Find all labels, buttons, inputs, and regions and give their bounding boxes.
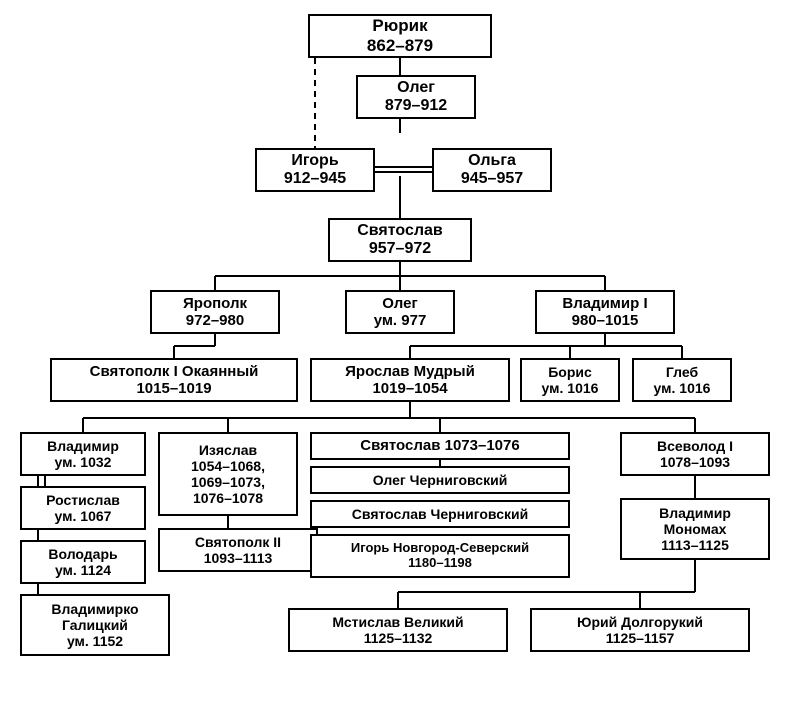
tree-node-boris: Борисум. 1016 bbox=[520, 358, 620, 402]
tree-node-yaroslav: Ярослав Мудрый1019–1054 bbox=[310, 358, 510, 402]
node-dates: 1019–1054 bbox=[372, 380, 447, 397]
node-name: Владимир Мономах bbox=[659, 505, 731, 537]
node-name: Изяслав bbox=[199, 442, 257, 458]
node-name: Борис bbox=[548, 364, 592, 380]
tree-node-igor: Игорь912–945 bbox=[255, 148, 375, 192]
tree-node-rurik: Рюрик862–879 bbox=[308, 14, 492, 58]
node-dates: 879–912 bbox=[385, 97, 447, 115]
node-name: Святослав 1073–1076 bbox=[360, 437, 519, 454]
tree-node-rostislav: Ростиславум. 1067 bbox=[20, 486, 146, 530]
node-name: Мстислав Великий bbox=[332, 614, 463, 630]
node-dates: 1093–1113 bbox=[204, 550, 273, 566]
tree-node-gleb: Глебум. 1016 bbox=[632, 358, 732, 402]
node-name: Глеб bbox=[666, 364, 698, 380]
tree-node-vladimirko: Владимирко Галицкийум. 1152 bbox=[20, 594, 170, 656]
node-name: Олег bbox=[397, 79, 435, 97]
node-dates: ум. 1124 bbox=[55, 562, 111, 578]
node-name: Святополк I Окаянный bbox=[90, 363, 259, 380]
node-name: Олег Черниговский bbox=[373, 472, 508, 488]
node-dates: ум. 1016 bbox=[542, 380, 599, 396]
node-dates: 972–980 bbox=[186, 312, 244, 329]
node-dates: 1015–1019 bbox=[136, 380, 211, 397]
tree-node-svyatopolk2: Святополк II1093–1113 bbox=[158, 528, 318, 572]
node-dates: 1078–1093 bbox=[660, 454, 730, 470]
tree-node-svyatoslav2: Святослав 1073–1076 bbox=[310, 432, 570, 460]
tree-node-vladimir2: Владимирум. 1032 bbox=[20, 432, 146, 476]
tree-node-oleg2: Олегум. 977 bbox=[345, 290, 455, 334]
tree-node-svyatoslavch: Святослав Черниговский bbox=[310, 500, 570, 528]
node-name: Ростислав bbox=[46, 492, 120, 508]
node-dates: 1054–1068, 1069–1073, 1076–1078 bbox=[191, 458, 265, 506]
tree-node-svyatopolk1: Святополк I Окаянный1015–1019 bbox=[50, 358, 298, 402]
tree-node-oleg1: Олег879–912 bbox=[356, 75, 476, 119]
node-dates: ум. 1067 bbox=[55, 508, 112, 524]
node-name: Святослав Черниговский bbox=[352, 506, 528, 522]
tree-node-olga: Ольга945–957 bbox=[432, 148, 552, 192]
node-name: Ярополк bbox=[183, 295, 247, 312]
node-name: Юрий Долгорукий bbox=[577, 614, 703, 630]
node-name: Святополк II bbox=[195, 534, 281, 550]
node-name: Владимирко Галицкий bbox=[51, 601, 138, 633]
node-dates: 945–957 bbox=[461, 170, 523, 188]
tree-node-svyatoslav: Святослав957–972 bbox=[328, 218, 472, 262]
node-dates: 1113–1125 bbox=[661, 537, 729, 553]
node-name: Володарь bbox=[48, 546, 117, 562]
tree-node-vladimir1: Владимир I980–1015 bbox=[535, 290, 675, 334]
node-dates: 957–972 bbox=[369, 240, 431, 258]
tree-node-izyaslav: Изяслав1054–1068, 1069–1073, 1076–1078 bbox=[158, 432, 298, 516]
node-dates: 1125–1132 bbox=[364, 630, 433, 646]
node-name: Владимир I bbox=[562, 295, 647, 312]
node-name: Владимир bbox=[47, 438, 119, 454]
tree-node-vsevolod: Всеволод I1078–1093 bbox=[620, 432, 770, 476]
node-dates: 1180–1198 bbox=[408, 556, 472, 571]
node-name: Ольга bbox=[468, 152, 516, 170]
node-dates: ум. 977 bbox=[374, 312, 427, 329]
tree-node-volodar: Володарьум. 1124 bbox=[20, 540, 146, 584]
tree-node-mstislav: Мстислав Великий1125–1132 bbox=[288, 608, 508, 652]
tree-node-olegch: Олег Черниговский bbox=[310, 466, 570, 494]
node-dates: 912–945 bbox=[284, 170, 346, 188]
node-name: Всеволод I bbox=[657, 438, 733, 454]
node-name: Игорь bbox=[291, 152, 338, 170]
node-dates: 980–1015 bbox=[572, 312, 639, 329]
node-dates: ум. 1152 bbox=[67, 633, 123, 649]
node-dates: 862–879 bbox=[367, 36, 433, 56]
node-dates: ум. 1016 bbox=[654, 380, 711, 396]
node-name: Игорь Новгород-Северский bbox=[351, 541, 529, 556]
node-dates: ум. 1032 bbox=[55, 454, 112, 470]
tree-node-yaropolk: Ярополк972–980 bbox=[150, 290, 280, 334]
node-name: Ярослав Мудрый bbox=[345, 363, 475, 380]
tree-node-monomakh: Владимир Мономах1113–1125 bbox=[620, 498, 770, 560]
node-name: Рюрик bbox=[372, 16, 427, 36]
node-name: Олег bbox=[382, 295, 417, 312]
node-dates: 1125–1157 bbox=[606, 630, 675, 646]
node-name: Святослав bbox=[357, 222, 443, 240]
tree-node-igorns: Игорь Новгород-Северский1180–1198 bbox=[310, 534, 570, 578]
tree-node-dolgoruky: Юрий Долгорукий1125–1157 bbox=[530, 608, 750, 652]
